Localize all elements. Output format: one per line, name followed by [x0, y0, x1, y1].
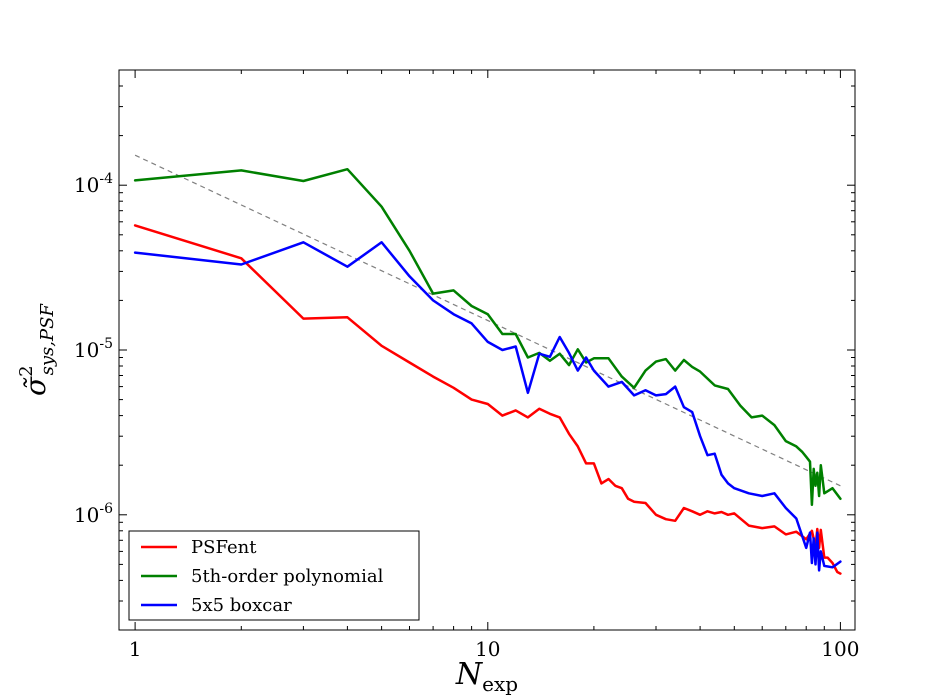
x-tick-label: 100 [821, 637, 859, 661]
legend-label-polynomial: 5th-order polynomial [191, 566, 384, 587]
y-tick-label: 10-4 [74, 171, 113, 197]
series-layer [133, 167, 842, 575]
legend-label-boxcar: 5x5 boxcar [191, 595, 292, 616]
x-tick-label: 1 [129, 637, 142, 661]
legend-label-psfent: PSFent [191, 537, 257, 558]
reference-line-layer [134, 154, 841, 487]
y-axis-label: σ̃2sys,PSF [16, 303, 58, 396]
legend: PSFent 5th-order polynomial 5x5 boxcar [128, 530, 420, 621]
y-tick-label: 10-6 [74, 501, 113, 527]
y-tick-label: 10-5 [74, 336, 113, 362]
series-line-polynomial [133, 167, 842, 507]
x-tick-label: 10 [475, 637, 500, 661]
reference-line [134, 154, 841, 487]
x-axis-label: Nexp [455, 657, 518, 696]
x-tick-labels: 1 10 100 [129, 637, 860, 661]
y-tick-labels: 10-6 10-5 10-4 [74, 171, 113, 527]
series-line-psfent [133, 224, 842, 575]
legend-box [128, 530, 420, 621]
ticks-layer [119, 69, 855, 631]
series-line-boxcar [133, 241, 842, 572]
